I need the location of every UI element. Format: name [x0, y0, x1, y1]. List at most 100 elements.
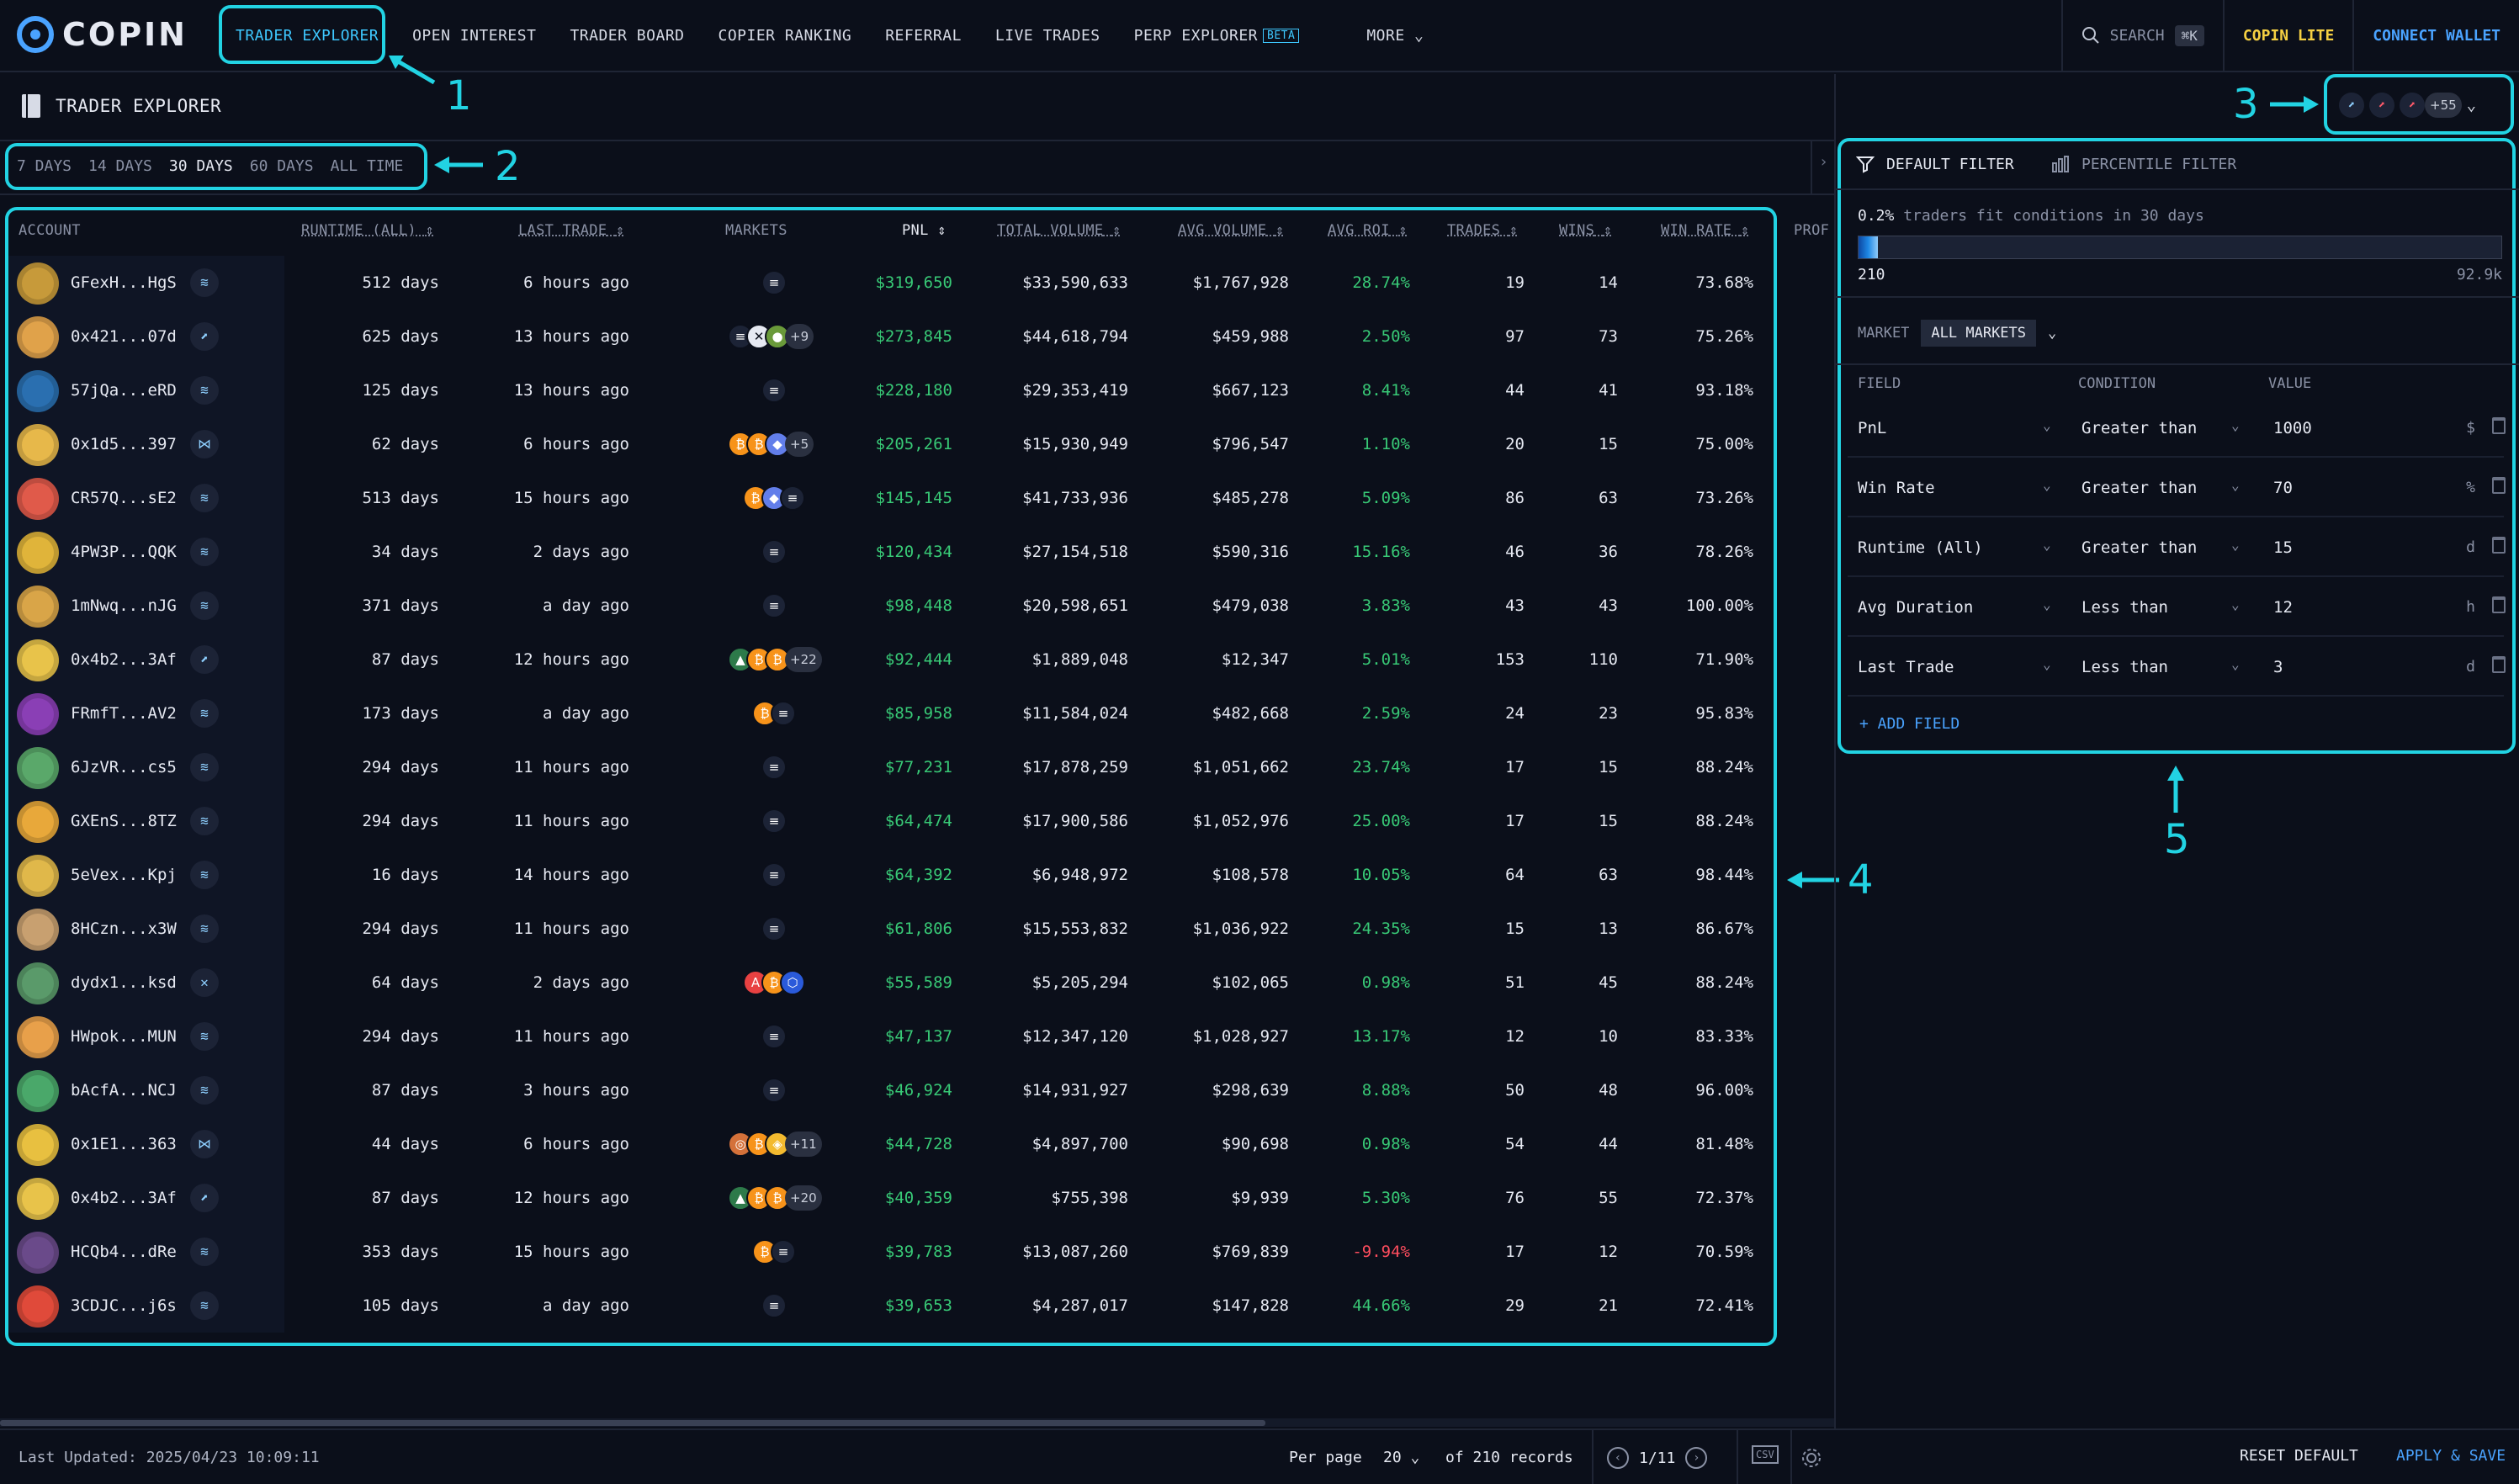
connect-wallet-button[interactable]: CONNECT WALLET — [2352, 0, 2519, 71]
avatar[interactable] — [17, 1070, 59, 1112]
table-row[interactable]: HCQb4...dRe ≋ 353 days 15 hours ago ₿ ≡ $39,78… — [7, 1225, 1777, 1279]
avatar[interactable] — [17, 639, 59, 681]
reset-default-button[interactable]: RESET DEFAULT — [2240, 1447, 2358, 1465]
avatar[interactable] — [17, 586, 59, 628]
nav-referral[interactable]: REFERRAL — [885, 26, 962, 45]
field-select[interactable]: Avg Duration — [1858, 598, 1974, 617]
nav-open-interest[interactable]: OPEN INTEREST — [412, 26, 537, 45]
account-address[interactable]: 5eVex...Kpj — [71, 866, 177, 884]
field-select[interactable]: PnL — [1858, 419, 1887, 437]
avatar[interactable] — [17, 1124, 59, 1166]
nav-perp-explorer[interactable]: PERP EXPLORER BETA — [1117, 27, 1317, 45]
copin-lite-button[interactable]: COPIN LITE — [2222, 0, 2352, 71]
collapse-panel-icon[interactable]: › — [1819, 153, 1828, 171]
table-row[interactable]: 57jQa...eRD ≋ 125 days 13 hours ago ≡ $228,18… — [7, 363, 1777, 417]
avatar[interactable] — [17, 693, 59, 735]
avatar[interactable] — [17, 424, 59, 466]
account-address[interactable]: GFexH...HgS — [71, 273, 177, 292]
horizontal-scrollbar-thumb[interactable] — [0, 1420, 1265, 1426]
account-address[interactable]: HCQb4...dRe — [71, 1243, 177, 1261]
value-input[interactable]: 1000 — [2273, 419, 2312, 437]
account-address[interactable]: bAcfA...NCJ — [71, 1081, 177, 1100]
prev-page-icon[interactable]: ‹ — [1607, 1447, 1629, 1469]
table-row[interactable]: FRmfT...AV2 ≋ 173 days a day ago ₿ ≡ $85,958 $1… — [7, 686, 1777, 740]
trash-icon[interactable] — [2492, 656, 2506, 673]
trash-icon[interactable] — [2492, 417, 2506, 434]
nav-trader-explorer[interactable]: TRADER EXPLORER — [236, 26, 379, 45]
tab-percentile-filter[interactable]: PERCENTILE FILTER — [2051, 155, 2236, 173]
avatar[interactable] — [17, 962, 59, 1004]
trash-icon[interactable] — [2492, 596, 2506, 613]
period-7-days[interactable]: 7 DAYS — [17, 156, 72, 175]
table-row[interactable]: 0x1E1...363 ⋈ 44 days 6 hours ago ◎ ₿ ◈ +11 $44,… — [7, 1117, 1777, 1171]
condition-select[interactable]: Less than — [2081, 658, 2168, 676]
col-last-trade[interactable]: LAST TRADE ⇕ — [518, 222, 624, 239]
table-row[interactable]: 0x4b2...3Af ⬈ 87 days 12 hours ago ▲ ₿ ₿ +20 $40… — [7, 1171, 1777, 1225]
copin-logo[interactable]: COPIN — [17, 15, 188, 54]
table-row[interactable]: GXEnS...8TZ ≋ 294 days 11 hours ago ≡ $64,474… — [7, 794, 1777, 848]
field-select[interactable]: Runtime (All) — [1858, 538, 1983, 557]
trash-icon[interactable] — [2492, 537, 2506, 554]
nav-more[interactable]: MORE ⌄ — [1350, 27, 1440, 45]
account-address[interactable]: 3CDJC...j6s — [71, 1296, 177, 1315]
period-30-days[interactable]: 30 DAYS — [168, 156, 233, 175]
condition-select[interactable]: Greater than — [2081, 419, 2198, 437]
col-avg-roi[interactable]: AVG ROI ⇕ — [1328, 222, 1408, 239]
avatar[interactable] — [17, 1232, 59, 1274]
add-field-button[interactable]: + ADD FIELD — [1859, 715, 1960, 733]
col-wins[interactable]: WINS ⇕ — [1559, 222, 1612, 239]
table-row[interactable]: CR57Q...sE2 ≋ 513 days 15 hours ago ₿ ◆ ≡ $145,… — [7, 471, 1777, 525]
period-all-time[interactable]: ALL TIME — [330, 156, 404, 175]
avatar[interactable] — [17, 855, 59, 897]
account-address[interactable]: 0x421...07d — [71, 327, 177, 346]
table-row[interactable]: 4PW3P...QQK ≋ 34 days 2 days ago ≡ $120,434 $2… — [7, 525, 1777, 579]
table-row[interactable]: 3CDJC...j6s ≋ 105 days a day ago ≡ $39,653 $4,… — [7, 1279, 1777, 1333]
field-select[interactable]: Last Trade — [1858, 658, 1954, 676]
account-address[interactable]: 0x1d5...397 — [71, 435, 177, 453]
nav-copier-ranking[interactable]: COPIER RANKING — [718, 26, 852, 45]
account-address[interactable]: 0x1E1...363 — [71, 1135, 177, 1153]
avatar[interactable] — [17, 801, 59, 843]
avatar[interactable] — [17, 909, 59, 951]
avatar[interactable] — [17, 747, 59, 789]
avatar[interactable] — [17, 262, 59, 305]
table-row[interactable]: 0x421...07d ⬈ 625 days 13 hours ago ≡ ✕ ● +9 $27… — [7, 310, 1777, 363]
account-address[interactable]: GXEnS...8TZ — [71, 812, 177, 830]
avatar[interactable] — [17, 1016, 59, 1058]
table-row[interactable]: bAcfA...NCJ ≋ 87 days 3 hours ago ≡ $46,924 $1… — [7, 1063, 1777, 1117]
nav-live-trades[interactable]: LIVE TRADES — [994, 26, 1100, 45]
avatar[interactable] — [17, 478, 59, 520]
tab-default-filter[interactable]: DEFAULT FILTER — [1856, 155, 2014, 173]
per-page-select[interactable]: 20 ⌄ — [1383, 1449, 1419, 1466]
apply-save-button[interactable]: APPLY & SAVE — [2396, 1447, 2506, 1465]
table-row[interactable]: 1mNwq...nJG ≋ 371 days a day ago ≡ $98,448 $20… — [7, 579, 1777, 633]
settings-gear-icon[interactable] — [1800, 1447, 1822, 1469]
value-input[interactable]: 15 — [2273, 538, 2293, 557]
col-pnl[interactable]: PNL ⇕ — [902, 222, 947, 239]
table-row[interactable]: 0x4b2...3Af ⬈ 87 days 12 hours ago ▲ ₿ ₿ +22 $92… — [7, 633, 1777, 686]
value-input[interactable]: 70 — [2273, 479, 2293, 497]
account-address[interactable]: 6JzVR...cs5 — [71, 758, 177, 776]
table-row[interactable]: 6JzVR...cs5 ≋ 294 days 11 hours ago ≡ $77,231… — [7, 740, 1777, 794]
nav-trader-board[interactable]: TRADER BOARD — [570, 26, 685, 45]
avatar[interactable] — [17, 316, 59, 358]
value-input[interactable]: 3 — [2273, 658, 2283, 676]
market-select[interactable]: ALL MARKETS — [1921, 320, 2037, 347]
col-win-rate[interactable]: WIN RATE ⇕ — [1661, 222, 1749, 239]
avatar[interactable] — [17, 532, 59, 574]
col-runtime[interactable]: RUNTIME (ALL) ⇕ — [301, 222, 434, 239]
condition-select[interactable]: Greater than — [2081, 479, 2198, 497]
avatar[interactable] — [17, 1285, 59, 1328]
account-address[interactable]: 8HCzn...x3W — [71, 920, 177, 938]
account-address[interactable]: FRmfT...AV2 — [71, 704, 177, 723]
table-row[interactable]: dydx1...ksd ✕ 64 days 2 days ago A ₿ ⬡ $55,589 $… — [7, 956, 1777, 1010]
col-total-volume[interactable]: TOTAL VOLUME ⇕ — [997, 222, 1122, 239]
table-row[interactable]: 5eVex...Kpj ≋ 16 days 14 hours ago ≡ $64,392 $… — [7, 848, 1777, 902]
account-address[interactable]: 0x4b2...3Af — [71, 1189, 177, 1207]
protocol-selector[interactable]: ⬈ ⬈ ⬈ +55 ⌄ — [2339, 89, 2476, 121]
col-trades[interactable]: TRADES ⇕ — [1447, 222, 1518, 239]
account-address[interactable]: 4PW3P...QQK — [71, 543, 177, 561]
next-page-icon[interactable]: › — [1685, 1447, 1708, 1469]
account-address[interactable]: CR57Q...sE2 — [71, 489, 177, 507]
search-button[interactable]: SEARCH ⌘K — [2060, 0, 2223, 71]
